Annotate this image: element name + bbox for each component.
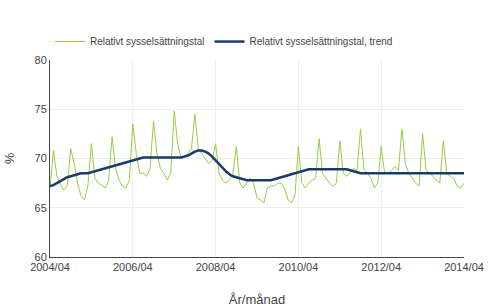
svg-text:Relativt sysselsättningstal, t: Relativt sysselsättningstal, trend [250, 36, 393, 47]
svg-text:%: % [2, 152, 17, 164]
svg-text:70: 70 [35, 152, 47, 164]
svg-text:2004/04: 2004/04 [30, 261, 70, 273]
svg-text:60: 60 [35, 251, 47, 263]
svg-text:75: 75 [35, 103, 47, 115]
svg-text:Relativt sysselsättningstal: Relativt sysselsättningstal [90, 36, 205, 47]
svg-text:2014/04: 2014/04 [444, 261, 484, 273]
svg-text:2008/04: 2008/04 [196, 261, 236, 273]
svg-text:65: 65 [35, 202, 47, 214]
svg-text:2012/04: 2012/04 [361, 261, 401, 273]
svg-text:2006/04: 2006/04 [113, 261, 153, 273]
svg-text:80: 80 [35, 54, 47, 66]
svg-text:År/månad: År/månad [229, 292, 285, 307]
svg-text:2010/04: 2010/04 [279, 261, 319, 273]
